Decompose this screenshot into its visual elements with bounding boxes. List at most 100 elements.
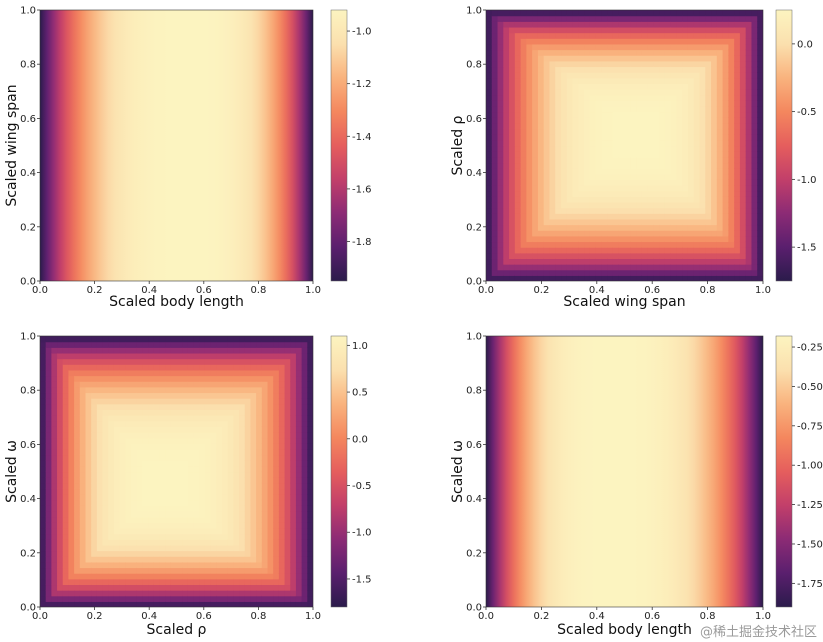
heatmap-cell	[514, 122, 522, 130]
heatmap-cell	[745, 252, 753, 260]
heatmap-cell	[728, 145, 735, 152]
heatmap-cell	[572, 38, 579, 45]
heatmap-cell	[566, 117, 574, 124]
heatmap-cell	[566, 60, 574, 68]
heatmap-cell	[204, 573, 212, 580]
heatmap-cell	[204, 471, 212, 478]
heatmap-cell	[636, 162, 643, 169]
heatmap-cell	[233, 437, 240, 444]
heatmap-cell	[676, 55, 683, 62]
heatmap-cell	[102, 347, 109, 354]
heatmap-cell	[307, 381, 313, 388]
heatmap-cell	[74, 341, 81, 348]
heatmap-cell	[244, 516, 252, 523]
heatmap-cell	[745, 151, 753, 158]
heatmap-cell	[751, 241, 758, 248]
heatmap-cell	[193, 573, 200, 580]
heatmap-cell	[159, 595, 166, 602]
heatmap-cell	[659, 77, 666, 84]
heatmap-cell	[210, 352, 217, 360]
heatmap-cell	[295, 352, 303, 360]
heatmap-cell	[670, 134, 678, 141]
heatmap-cell	[301, 544, 308, 552]
heatmap-cell	[641, 235, 649, 243]
heatmap-cell	[624, 139, 631, 147]
heatmap-cell	[532, 207, 539, 214]
heatmap-cell	[699, 66, 706, 73]
heatmap-cell	[659, 224, 666, 231]
heatmap-cell	[584, 134, 591, 141]
heatmap-cell	[716, 190, 724, 197]
heatmap-cell	[514, 111, 522, 118]
heatmap-cell	[250, 431, 257, 439]
heatmap-cell	[739, 10, 747, 17]
heatmap-cell	[91, 352, 98, 360]
heatmap-cell	[199, 601, 206, 607]
heatmap-cell	[301, 403, 308, 410]
heatmap-cell	[491, 15, 499, 22]
heatmap-cell	[153, 590, 161, 597]
heatmap-cell	[647, 235, 654, 243]
heatmap-cell	[537, 173, 545, 180]
heatmap-cell	[682, 89, 689, 96]
heatmap-cell	[233, 567, 240, 574]
heatmap-cell	[537, 168, 545, 175]
heatmap-cell	[751, 66, 758, 73]
heatmap-cell	[91, 358, 98, 365]
heatmap-cell	[278, 369, 286, 377]
heatmap-cell	[693, 190, 701, 197]
heatmap-cell	[74, 358, 81, 365]
heatmap-cell	[757, 275, 763, 281]
x-tick-label: 0.2	[533, 285, 549, 296]
heatmap-cell	[119, 584, 126, 591]
heatmap-cell	[728, 43, 735, 51]
heatmap-cell	[85, 573, 92, 580]
heatmap-cell	[51, 505, 58, 512]
heatmap-cell	[572, 156, 579, 164]
heatmap-cell	[676, 105, 683, 113]
heatmap-cell	[745, 168, 753, 175]
heatmap-cell	[676, 201, 683, 209]
heatmap-cell	[295, 415, 303, 422]
heatmap-cell	[532, 10, 539, 17]
heatmap-cell	[187, 358, 195, 365]
heatmap-cell	[136, 369, 143, 377]
heatmap-cell	[595, 66, 603, 73]
heatmap-cell	[555, 32, 562, 39]
heatmap-cell	[653, 15, 660, 22]
heatmap-cell	[113, 369, 121, 377]
heatmap-cell	[734, 190, 741, 197]
heatmap-cell	[131, 539, 138, 546]
heatmap-cell	[687, 264, 695, 271]
heatmap-cell	[566, 100, 574, 107]
heatmap-cell	[170, 533, 178, 540]
heatmap-cell	[153, 561, 161, 569]
heatmap-cell	[716, 235, 724, 243]
heatmap-cell	[711, 139, 718, 147]
heatmap-cell	[62, 511, 70, 518]
heatmap-cell	[136, 364, 143, 371]
heatmap-cell	[641, 134, 649, 141]
heatmap-cell	[125, 431, 132, 439]
heatmap-cell	[57, 573, 64, 580]
heatmap-cell	[284, 443, 291, 450]
heatmap-cell	[273, 477, 280, 484]
heatmap-cell	[119, 437, 126, 444]
heatmap-cell	[261, 420, 269, 427]
heatmap-cell	[612, 196, 620, 203]
heatmap-cell	[693, 145, 701, 152]
heatmap-cell	[601, 145, 608, 152]
heatmap-cell	[79, 539, 87, 546]
heatmap-cell	[543, 72, 551, 79]
heatmap-cell	[578, 105, 585, 113]
heatmap-cell	[45, 550, 52, 557]
heatmap-cell	[739, 49, 747, 56]
heatmap-cell	[233, 409, 240, 416]
heatmap-cell	[711, 156, 718, 164]
heatmap-cell	[222, 465, 229, 473]
heatmap-cell	[497, 173, 504, 180]
heatmap-cell	[584, 264, 591, 271]
heatmap-cell	[589, 26, 597, 34]
heatmap-cell	[734, 275, 741, 281]
heatmap-cell	[578, 55, 585, 62]
